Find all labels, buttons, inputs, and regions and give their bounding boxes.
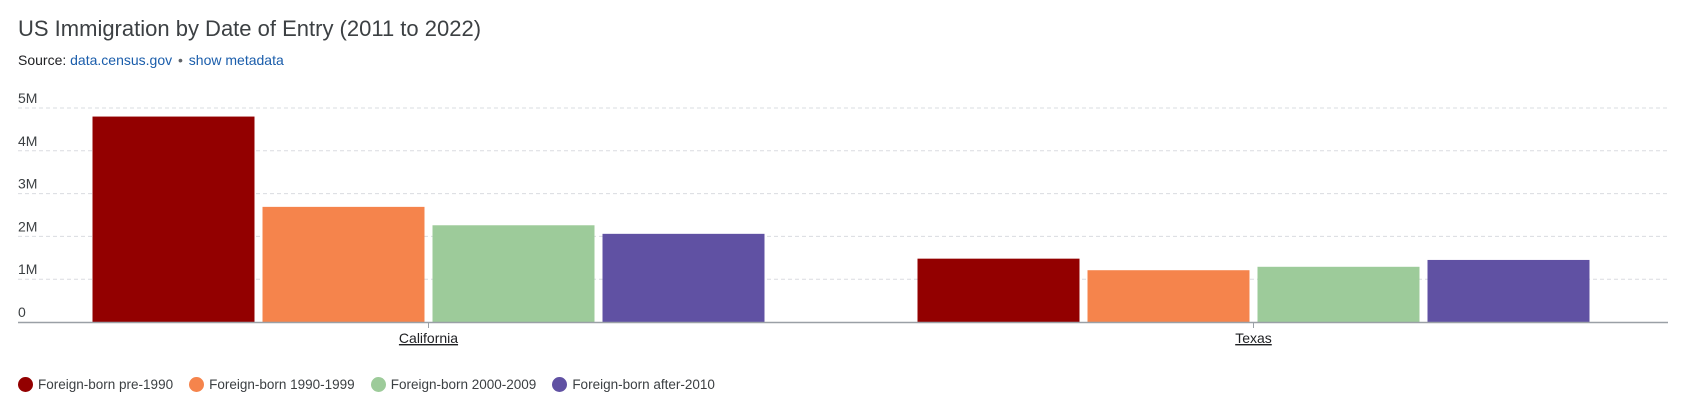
source-link[interactable]: data.census.gov xyxy=(70,52,173,68)
y-tick-label: 4M xyxy=(18,133,37,149)
legend-label: Foreign-born pre-1990 xyxy=(38,377,174,392)
chart-title: US Immigration by Date of Entry (2011 to… xyxy=(18,16,482,41)
y-tick-label: 0 xyxy=(18,304,26,320)
legend-swatch xyxy=(370,377,386,392)
chart-legend: Foreign-born pre-1990 Foreign-born 1990-1… xyxy=(18,377,715,392)
bar[interactable] xyxy=(1427,259,1590,322)
legend-swatch xyxy=(18,377,33,392)
bar-chart: 0 1M 2M 3M 4M 5M California Texas xyxy=(18,90,1668,346)
legend-label: Foreign-born 2000-2009 xyxy=(390,377,537,392)
legend-item[interactable]: Foreign-born after-2010 xyxy=(552,377,715,392)
legend-item[interactable]: Foreign-born 1990-1999 xyxy=(189,377,355,392)
legend-label: Foreign-born after-2010 xyxy=(572,377,715,392)
x-tick-label[interactable]: California xyxy=(399,330,458,346)
bar[interactable] xyxy=(602,233,765,322)
show-metadata-link[interactable]: show metadata xyxy=(188,52,284,68)
y-tick-label: 1M xyxy=(18,261,37,277)
bar[interactable] xyxy=(432,225,595,322)
legend-item[interactable]: Foreign-born pre-1990 xyxy=(18,377,173,392)
bar[interactable] xyxy=(1257,266,1420,322)
x-tick-label[interactable]: Texas xyxy=(1235,330,1272,346)
y-tick-label: 2M xyxy=(18,218,37,234)
bar[interactable] xyxy=(917,258,1080,322)
legend-swatch xyxy=(552,377,568,392)
y-tick-label: 3M xyxy=(18,176,37,192)
legend-item[interactable]: Foreign-born 2000-2009 xyxy=(370,377,537,392)
bar[interactable] xyxy=(92,116,255,322)
y-tick-label: 5M xyxy=(18,90,37,106)
bar[interactable] xyxy=(262,206,425,322)
source-separator: • xyxy=(178,52,183,68)
source-prefix: Source: xyxy=(18,52,67,68)
legend-swatch xyxy=(189,377,205,392)
legend-label: Foreign-born 1990-1999 xyxy=(209,377,355,392)
bar[interactable] xyxy=(1087,270,1250,322)
source-line: Source: data.census.gov • show metadata xyxy=(18,52,284,68)
